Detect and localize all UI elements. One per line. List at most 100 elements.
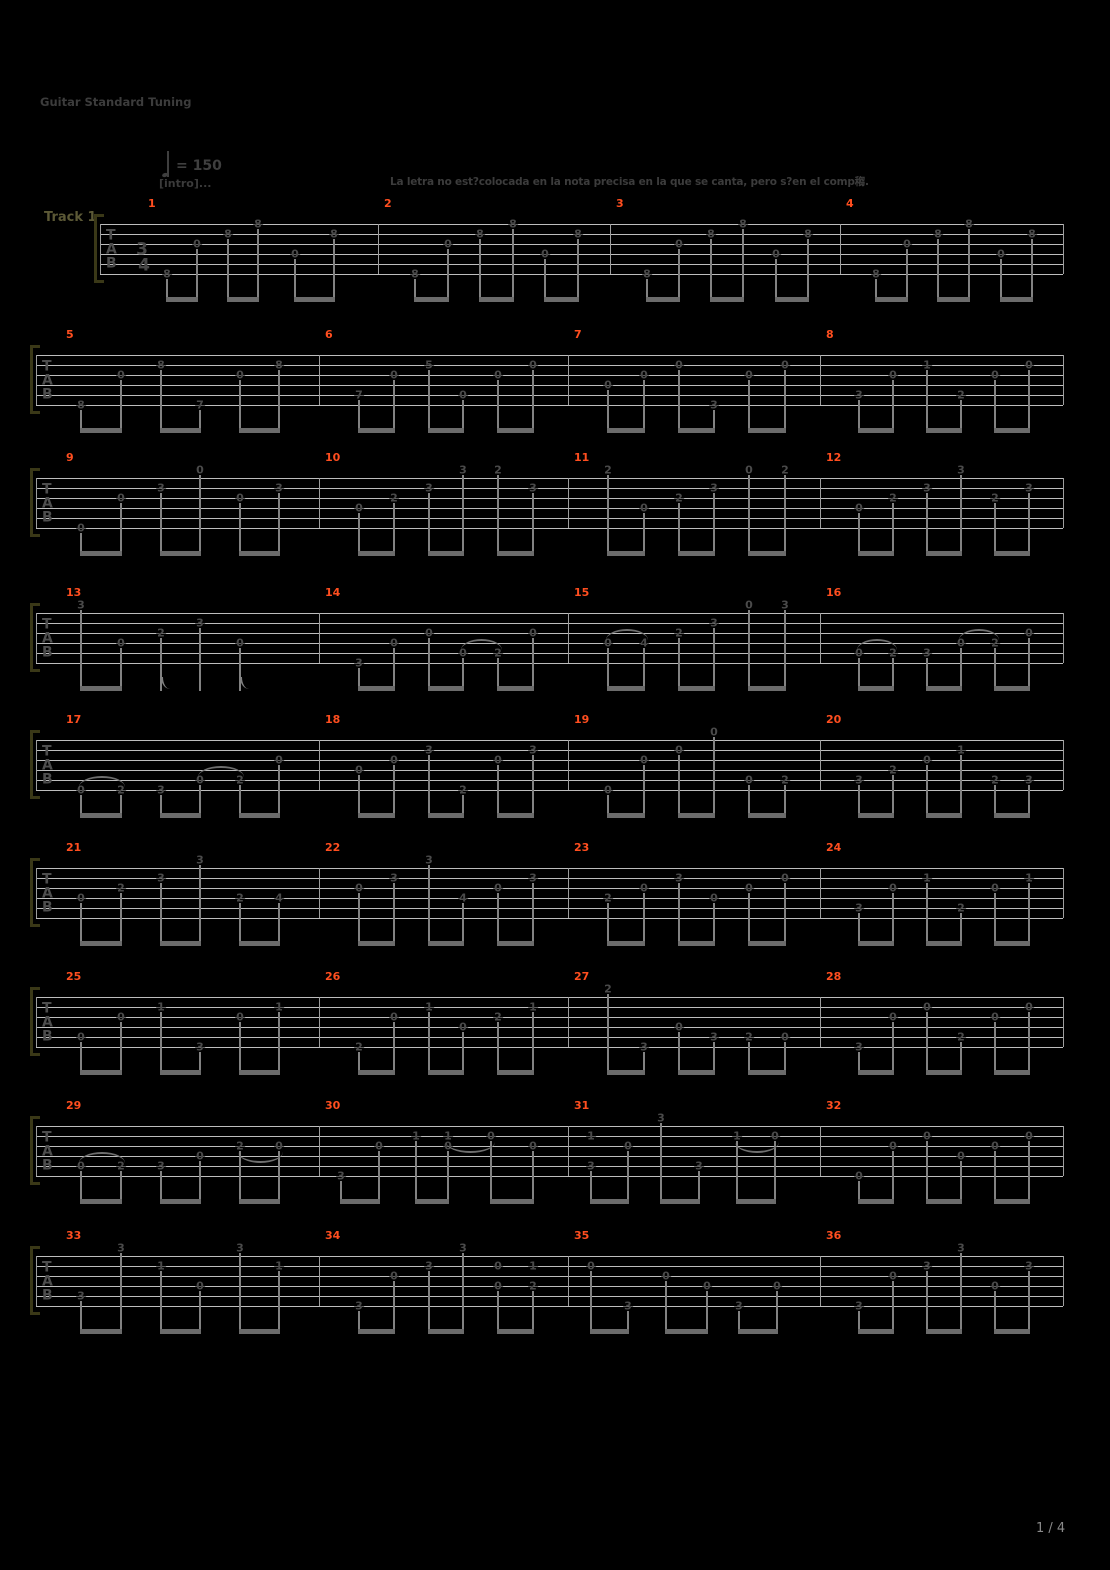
system-bracket bbox=[30, 1053, 40, 1056]
note-stem bbox=[1028, 1012, 1030, 1075]
beam bbox=[239, 813, 280, 818]
fret-number: 0 bbox=[709, 891, 719, 905]
note-stem bbox=[199, 865, 201, 946]
barline bbox=[36, 613, 37, 663]
beam bbox=[926, 1329, 962, 1334]
note-stem bbox=[713, 493, 715, 556]
note-stem bbox=[462, 903, 464, 946]
staff-line bbox=[36, 888, 1063, 889]
beam bbox=[160, 1329, 201, 1334]
note-stem bbox=[239, 1151, 241, 1204]
note-stem bbox=[1028, 883, 1030, 946]
section-label: [intro]... bbox=[159, 177, 212, 190]
fret-number: 3 bbox=[195, 616, 205, 630]
beam bbox=[1000, 297, 1033, 302]
note-stem bbox=[665, 1281, 667, 1334]
fret-number: 8 bbox=[76, 398, 86, 412]
note-stem bbox=[926, 658, 928, 691]
tab-clef-letter: A bbox=[42, 630, 53, 647]
fret-number: 0 bbox=[389, 1269, 399, 1283]
barline bbox=[319, 997, 320, 1047]
fret-number: 1 bbox=[922, 871, 932, 885]
fret-number: 2 bbox=[493, 1010, 503, 1024]
staff-line bbox=[36, 395, 1063, 396]
note-stem bbox=[512, 229, 514, 302]
system-bracket bbox=[94, 216, 97, 282]
measure-number: 19 bbox=[574, 713, 590, 726]
fret-number: 1 bbox=[156, 1000, 166, 1014]
note-stem bbox=[358, 1311, 360, 1334]
note-stem bbox=[858, 1311, 860, 1334]
staff-line bbox=[36, 488, 1063, 489]
beam bbox=[607, 428, 645, 433]
fret-number: 3 bbox=[709, 398, 719, 412]
fret-number: 0 bbox=[956, 1149, 966, 1163]
beam bbox=[858, 1199, 894, 1204]
beam bbox=[994, 1070, 1030, 1075]
fret-number: 0 bbox=[854, 646, 864, 660]
note-stem bbox=[160, 1271, 162, 1334]
note-stem bbox=[239, 903, 241, 946]
note-stem bbox=[643, 893, 645, 946]
fret-number: 0 bbox=[192, 237, 202, 251]
beam bbox=[607, 1070, 645, 1075]
fret-number: 0 bbox=[528, 626, 538, 640]
note-stem bbox=[257, 229, 259, 302]
measure-number: 15 bbox=[574, 586, 590, 599]
beam bbox=[428, 1070, 464, 1075]
note-stem bbox=[532, 493, 534, 556]
beam bbox=[607, 551, 645, 556]
beam bbox=[748, 428, 786, 433]
measure-number: 10 bbox=[325, 451, 341, 464]
fret-number: 0 bbox=[274, 1139, 284, 1153]
note-stem bbox=[294, 259, 296, 302]
note-stem bbox=[490, 1141, 492, 1204]
fret-number: 0 bbox=[674, 237, 684, 251]
tab-clef-letter: A bbox=[106, 241, 117, 258]
fret-number: 3 bbox=[639, 1040, 649, 1054]
staff-line bbox=[36, 365, 1063, 366]
tab-clef-letter: B bbox=[42, 644, 53, 661]
system-bracket bbox=[30, 669, 40, 672]
note-stem bbox=[532, 755, 534, 818]
beam bbox=[497, 428, 534, 433]
beam bbox=[994, 941, 1030, 946]
barline bbox=[36, 740, 37, 790]
fret-number: 3 bbox=[156, 1159, 166, 1173]
barline bbox=[568, 355, 569, 405]
staff-line bbox=[36, 868, 1063, 869]
tab-clef-letter: A bbox=[42, 757, 53, 774]
fret-number: 3 bbox=[424, 1259, 434, 1273]
note-stem bbox=[960, 475, 962, 556]
beam bbox=[678, 1070, 715, 1075]
note-stem bbox=[415, 1141, 417, 1204]
note-stem bbox=[80, 903, 82, 946]
measure-number: 21 bbox=[66, 841, 82, 854]
beam bbox=[428, 428, 464, 433]
fret-number: 0 bbox=[354, 881, 364, 895]
barline bbox=[319, 1126, 320, 1176]
staff-line bbox=[36, 1296, 1063, 1297]
note-stem bbox=[926, 1141, 928, 1204]
fret-number: 8 bbox=[253, 217, 263, 231]
note-stem bbox=[736, 1141, 738, 1204]
lyrics-note: La letra no est?colocada en la nota prec… bbox=[390, 176, 869, 188]
measure-number: 4 bbox=[846, 197, 854, 210]
beam bbox=[166, 297, 198, 302]
beam bbox=[590, 1329, 629, 1334]
beam bbox=[497, 813, 534, 818]
fret-number: 0 bbox=[639, 368, 649, 382]
note-stem bbox=[678, 249, 680, 302]
fret-number: 3 bbox=[76, 1289, 86, 1303]
fret-number: 0 bbox=[902, 237, 912, 251]
barline bbox=[36, 1126, 37, 1176]
note-stem bbox=[358, 400, 360, 433]
note-stem bbox=[678, 1032, 680, 1075]
fret-number: 3 bbox=[424, 853, 434, 867]
fret-number: 0 bbox=[195, 1149, 205, 1163]
fret-number: 0 bbox=[540, 247, 550, 261]
note-stem bbox=[278, 1271, 280, 1334]
barline bbox=[319, 355, 320, 405]
fret-number: 3 bbox=[116, 1241, 126, 1255]
beam bbox=[358, 551, 395, 556]
